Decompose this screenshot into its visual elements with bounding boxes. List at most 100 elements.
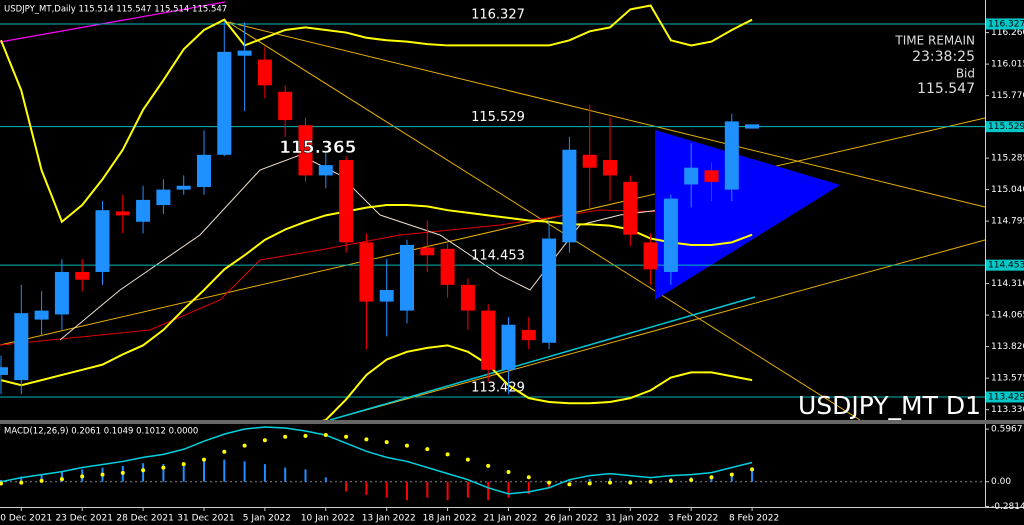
watermark: USDJPY_MT D1 bbox=[798, 391, 981, 420]
y-tick-label: 116.015 bbox=[991, 60, 1024, 70]
x-tick-label: 13 Jan 2022 bbox=[362, 514, 416, 524]
candle-body bbox=[501, 324, 516, 370]
macd-line bbox=[0, 426, 753, 495]
trend-line bbox=[0, 1, 226, 43]
signal-dot bbox=[506, 470, 511, 475]
candle-body bbox=[0, 367, 8, 375]
triangle bbox=[655, 130, 840, 300]
x-tick-label: 28 Dec 2021 bbox=[116, 514, 174, 524]
info-text: TIME REMAIN bbox=[894, 34, 975, 48]
signal-dot bbox=[384, 440, 389, 445]
signal-dot bbox=[222, 449, 227, 454]
candle-body bbox=[156, 189, 171, 206]
band-line bbox=[0, 4, 753, 224]
candle-body bbox=[75, 271, 90, 280]
candle-body bbox=[724, 121, 739, 190]
trend-line bbox=[0, 117, 985, 346]
signal-dot bbox=[100, 472, 105, 477]
y-tick-label: 114.310 bbox=[991, 279, 1024, 289]
signal-dot bbox=[709, 475, 714, 480]
candle-body bbox=[542, 238, 557, 343]
candle-body bbox=[197, 154, 211, 188]
candle-body bbox=[115, 211, 130, 216]
y-tick-label: 0.5967 bbox=[991, 425, 1023, 435]
candle-body bbox=[420, 247, 435, 256]
candle-body bbox=[298, 125, 313, 176]
candle-body bbox=[318, 165, 333, 176]
chart-title: USDJPY_MT,Daily 115.514 115.547 115.514 … bbox=[4, 5, 227, 15]
candle-body bbox=[603, 159, 617, 176]
x-tick-label: 26 Jan 2022 bbox=[544, 514, 598, 524]
signal-dot bbox=[120, 470, 125, 475]
signal-dot bbox=[689, 477, 694, 482]
candle-body bbox=[481, 310, 496, 370]
signal-dot bbox=[750, 467, 755, 472]
signal-dot bbox=[242, 443, 247, 448]
signal-dot bbox=[0, 481, 3, 486]
candle-body bbox=[359, 242, 374, 302]
level-tag-label: 115.529 bbox=[988, 122, 1024, 132]
candle-body bbox=[521, 329, 536, 341]
signal-dot bbox=[547, 480, 552, 485]
candle-body bbox=[54, 271, 69, 315]
candle-body bbox=[217, 51, 232, 155]
trend-line bbox=[329, 296, 756, 420]
info-text: 115.547 bbox=[917, 81, 975, 97]
x-tick-label: 23 Dec 2021 bbox=[55, 514, 113, 524]
x-tick-label: 31 Jan 2022 bbox=[605, 514, 659, 524]
level-tag bbox=[986, 391, 1024, 403]
candle-body bbox=[745, 124, 760, 129]
candle-body bbox=[278, 91, 293, 121]
candle-body bbox=[582, 154, 597, 168]
info-text: 23:38:25 bbox=[912, 49, 975, 65]
signal-dot bbox=[445, 452, 450, 457]
candle-body bbox=[237, 50, 252, 56]
level-tag-label: 114.453 bbox=[988, 261, 1024, 271]
x-tick-label: 21 Jan 2022 bbox=[484, 514, 538, 524]
band-line bbox=[321, 344, 753, 420]
signal-dot bbox=[587, 481, 592, 486]
x-tick-label: 5 Jan 2022 bbox=[243, 514, 291, 524]
signal-dot bbox=[59, 477, 64, 482]
y-tick-label: 0.00 bbox=[991, 477, 1011, 487]
y-tick-label: 115.285 bbox=[991, 154, 1024, 164]
indicator-title: MACD(12,26,9) 0.2061 0.1049 0.1012 0.000… bbox=[4, 427, 198, 437]
level-label: 114.453 bbox=[471, 249, 525, 264]
signal-dot bbox=[425, 447, 430, 452]
candle-body bbox=[34, 310, 49, 320]
level-label: 113.429 bbox=[471, 380, 525, 395]
y-tick-label: 116.260 bbox=[991, 28, 1024, 38]
level-tag bbox=[986, 121, 1024, 133]
moving-average bbox=[59, 154, 756, 341]
signal-dot bbox=[80, 474, 85, 479]
candle-body bbox=[339, 159, 354, 243]
x-tick-label: 31 Dec 2021 bbox=[177, 514, 235, 524]
signal-dot bbox=[161, 465, 166, 470]
candle-body bbox=[95, 210, 110, 272]
signal-dot bbox=[323, 433, 328, 438]
candle-body bbox=[136, 199, 151, 222]
x-tick-label: 3 Feb 2022 bbox=[668, 514, 718, 524]
trend-line bbox=[329, 239, 985, 420]
level-tag-label: 113.429 bbox=[988, 392, 1024, 402]
candle-body bbox=[176, 185, 191, 190]
level-tag bbox=[986, 18, 1024, 30]
candle-body bbox=[460, 284, 475, 311]
y-tick-label: 114.065 bbox=[991, 311, 1024, 321]
y-tick-label: 113.575 bbox=[991, 374, 1024, 384]
signal-dot bbox=[648, 479, 653, 484]
signal-dot bbox=[486, 463, 491, 468]
signal-dot bbox=[405, 443, 409, 448]
level-tag-label: 116.327 bbox=[988, 19, 1024, 29]
macd-panel bbox=[0, 426, 985, 501]
candle-body bbox=[704, 170, 719, 182]
y-tick-label: 114.795 bbox=[991, 217, 1024, 227]
signal-dot bbox=[608, 480, 612, 485]
y-tick-label: 115.770 bbox=[991, 91, 1024, 101]
candle-body bbox=[663, 198, 678, 272]
signal-dot bbox=[202, 457, 206, 462]
signal-dot bbox=[262, 438, 267, 443]
